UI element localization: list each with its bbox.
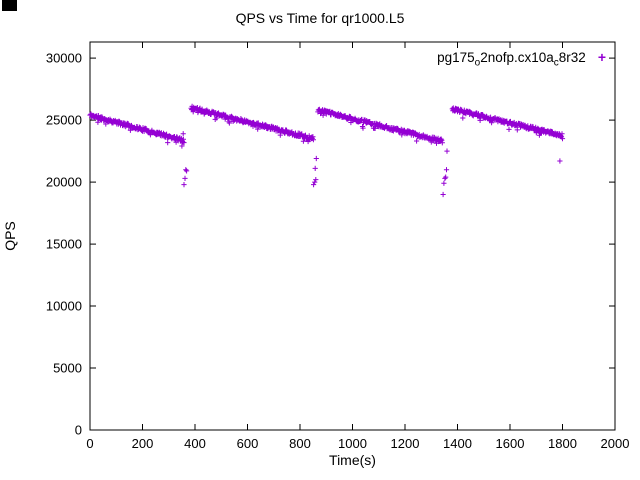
chart-title: QPS vs Time for qr1000.L5 (235, 10, 405, 26)
svg-text:10000: 10000 (46, 299, 82, 314)
svg-text:20000: 20000 (46, 175, 82, 190)
svg-text:400: 400 (184, 436, 206, 451)
svg-text:0: 0 (86, 436, 93, 451)
svg-text:600: 600 (237, 436, 259, 451)
svg-text:25000: 25000 (46, 113, 82, 128)
svg-text:1400: 1400 (443, 436, 472, 451)
svg-text:5000: 5000 (53, 361, 82, 376)
svg-text:1000: 1000 (338, 436, 367, 451)
svg-text:1600: 1600 (496, 436, 525, 451)
svg-text:1200: 1200 (391, 436, 420, 451)
y-axis-label: QPS (2, 221, 18, 251)
legend-label: pg175o2nofp.cx10ac8r32 (437, 50, 586, 69)
x-axis-label: Time(s) (329, 452, 376, 468)
svg-text:1800: 1800 (548, 436, 577, 451)
legend: pg175o2nofp.cx10ac8r32 + (437, 49, 606, 69)
svg-text:0: 0 (75, 423, 82, 438)
legend-marker-plus-icon: + (597, 49, 606, 65)
corner-artifact (2, 0, 17, 11)
svg-text:2000: 2000 (601, 436, 630, 451)
svg-text:200: 200 (132, 436, 154, 451)
svg-text:30000: 30000 (46, 51, 82, 66)
svg-text:15000: 15000 (46, 237, 82, 252)
svg-text:800: 800 (289, 436, 311, 451)
